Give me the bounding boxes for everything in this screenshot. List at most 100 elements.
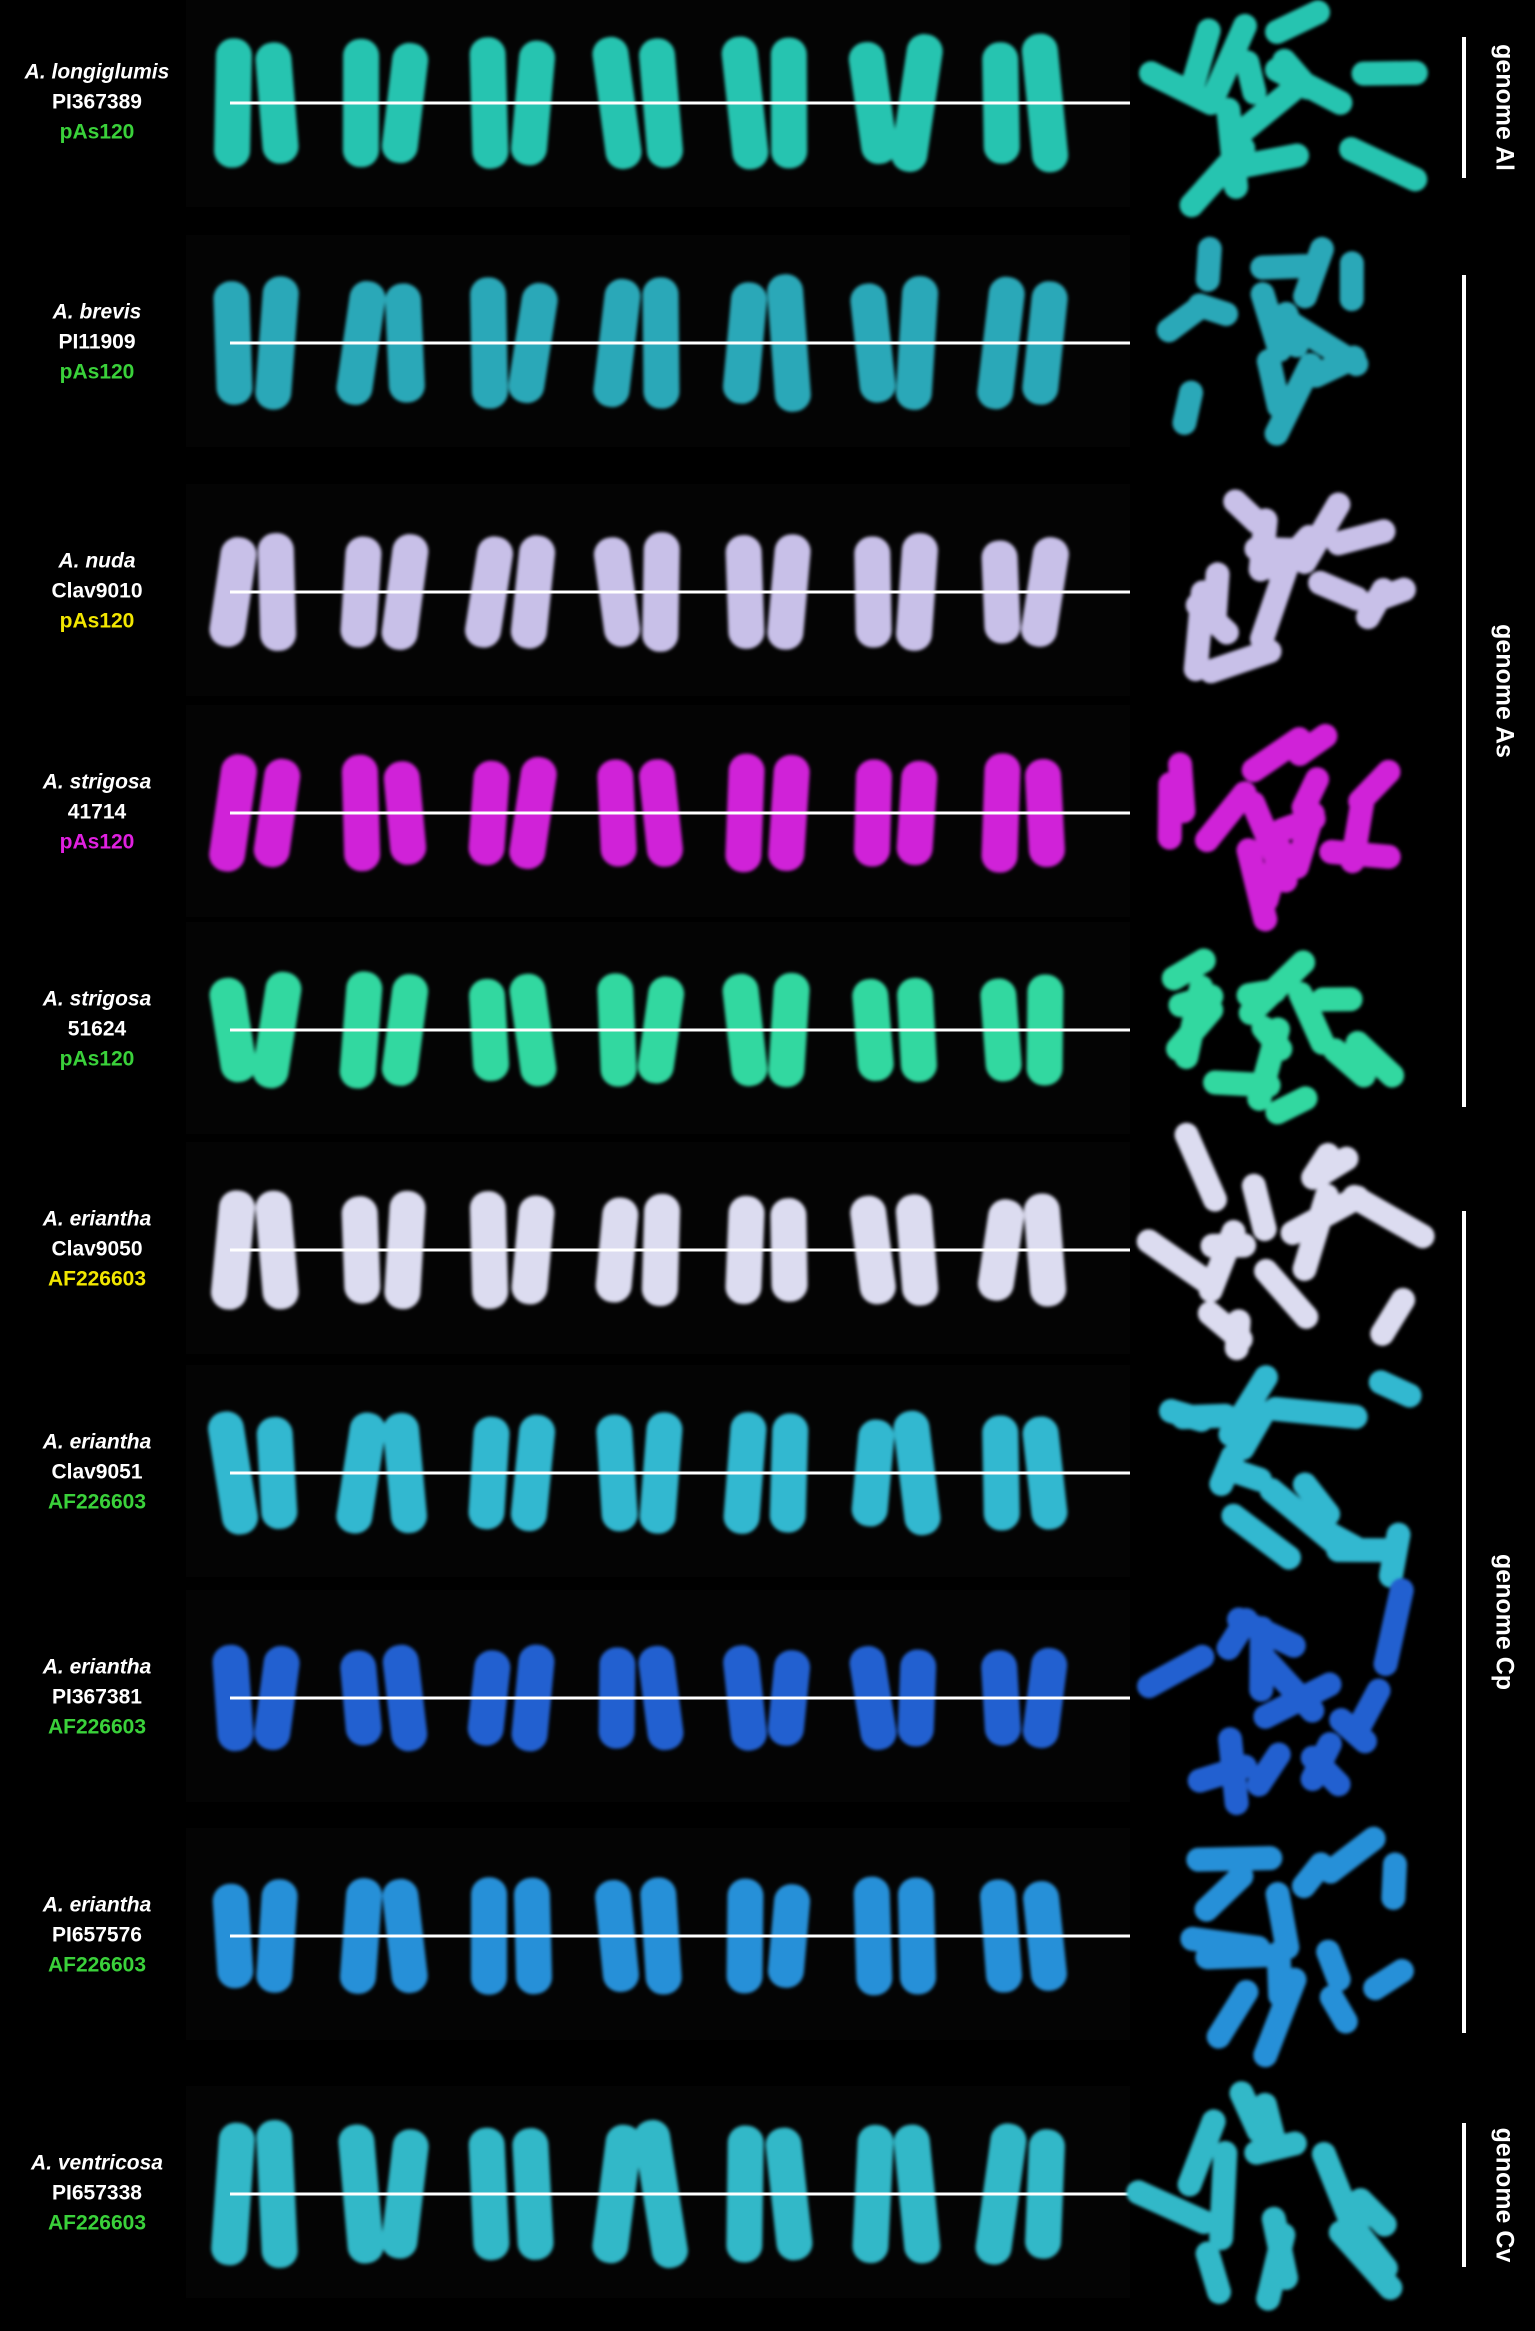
chromosome xyxy=(1308,570,1369,611)
chromosome xyxy=(1206,1979,1259,2049)
probe: AF226603 xyxy=(48,1268,146,1291)
spread xyxy=(1126,2081,1403,2311)
genome-label: genome Al xyxy=(1490,44,1518,171)
chromosome xyxy=(1291,767,1330,820)
probe: AF226603 xyxy=(48,1716,146,1739)
chromosome xyxy=(1373,1578,1414,1677)
chromosome xyxy=(1346,1678,1391,1742)
chromosome xyxy=(1221,1503,1301,1570)
chromosome xyxy=(1368,1370,1422,1408)
chromosome xyxy=(1218,1727,1249,1816)
chromosome xyxy=(1218,1365,1278,1447)
accession: PI367381 xyxy=(52,1686,142,1709)
chromosome xyxy=(1226,1607,1306,1658)
chromosome xyxy=(1228,78,1305,145)
chromosome xyxy=(1300,1745,1351,1797)
chromosome xyxy=(1328,2220,1403,2300)
species: A. longiglumis xyxy=(24,61,170,84)
chromosome xyxy=(1250,1644,1325,1723)
spread xyxy=(1157,723,1401,932)
chromosome xyxy=(1370,1287,1416,1346)
spread xyxy=(1136,1122,1435,1361)
probe: AF226603 xyxy=(48,2212,146,2235)
chromosome xyxy=(1216,97,1249,199)
chromosome xyxy=(1126,2180,1217,2235)
accession: Clav9010 xyxy=(51,580,142,603)
chromosome xyxy=(1137,1644,1215,1699)
probe: pAs120 xyxy=(60,1048,135,1071)
species: A. strigosa xyxy=(42,771,152,794)
chromosome xyxy=(1209,2141,1238,2251)
chromosome xyxy=(1256,2222,1296,2311)
chromosome xyxy=(1230,1401,1275,1461)
accession: 41714 xyxy=(68,801,127,824)
chromosome xyxy=(1265,525,1322,584)
chromosome xyxy=(1209,1444,1245,1496)
chromosome xyxy=(1319,1985,1358,2034)
chromosome xyxy=(1305,1146,1359,1189)
chromosome xyxy=(1204,13,1257,103)
chromosome xyxy=(1253,1967,1307,2068)
chromosome xyxy=(1236,979,1287,1008)
chromosome xyxy=(1241,791,1298,893)
species: A. eriantha xyxy=(42,1894,152,1917)
genome-label: genome Cp xyxy=(1490,1554,1518,1690)
species: A. eriantha xyxy=(42,1656,152,1679)
accession: PI657576 xyxy=(52,1924,142,1947)
probe: pAs120 xyxy=(60,121,135,144)
spread xyxy=(1139,0,1428,218)
accession: PI657338 xyxy=(52,2182,142,2205)
accession: PI367389 xyxy=(52,91,142,114)
chromosome xyxy=(1339,137,1428,192)
species: A. brevis xyxy=(52,301,142,324)
chromosome xyxy=(1195,2241,1232,2305)
probe: AF226603 xyxy=(48,1491,146,1514)
chromosome xyxy=(1381,1852,1407,1910)
accession: Clav9050 xyxy=(51,1238,142,1261)
spread xyxy=(1180,1826,1414,2068)
species: A. eriantha xyxy=(42,1431,152,1454)
chromosome xyxy=(1136,1229,1217,1293)
chromosome xyxy=(1194,781,1257,853)
chromosome xyxy=(1195,236,1222,292)
chromosome xyxy=(1292,1472,1341,1527)
chromosome xyxy=(1139,61,1223,115)
chromosome xyxy=(1311,2141,1367,2244)
spread xyxy=(1156,236,1369,446)
karyotype xyxy=(209,971,1064,1089)
chromosome xyxy=(1161,948,1216,991)
chromosome xyxy=(1159,1399,1214,1432)
chromosome xyxy=(1356,578,1396,630)
chromosome xyxy=(1363,1958,1414,2001)
probe: pAs120 xyxy=(60,610,135,633)
chromosome xyxy=(1265,1086,1318,1125)
spread xyxy=(1159,1365,1422,1588)
accession: 51624 xyxy=(68,1018,127,1041)
chromosome xyxy=(1318,1826,1386,1884)
chromosome xyxy=(1200,1233,1257,1258)
genome-label: genome Cv xyxy=(1490,2128,1518,2263)
chromosome xyxy=(1241,1173,1277,1242)
chromosome xyxy=(1263,1396,1368,1429)
chromosome xyxy=(1293,237,1334,309)
chromosome xyxy=(1254,1259,1319,1329)
species: A. nuda xyxy=(58,550,136,573)
chromosome xyxy=(1280,1185,1370,1245)
probe: pAs120 xyxy=(60,361,135,384)
chromosome xyxy=(1326,519,1396,556)
chromosome xyxy=(1250,282,1292,363)
chromosome xyxy=(1288,981,1335,1055)
spread xyxy=(1183,489,1416,684)
probe: pAs120 xyxy=(60,831,135,854)
chromosome xyxy=(1194,1864,1254,1922)
accession: PI11909 xyxy=(58,331,135,354)
species: A. eriantha xyxy=(42,1208,152,1231)
chromosome xyxy=(1183,580,1215,682)
chromosome xyxy=(1339,251,1364,312)
chromosome xyxy=(1291,1852,1334,1899)
chromosome xyxy=(1174,1122,1227,1212)
chromosome xyxy=(1229,2081,1271,2144)
chromosome xyxy=(1265,0,1331,44)
chromosome xyxy=(1345,1031,1405,1088)
